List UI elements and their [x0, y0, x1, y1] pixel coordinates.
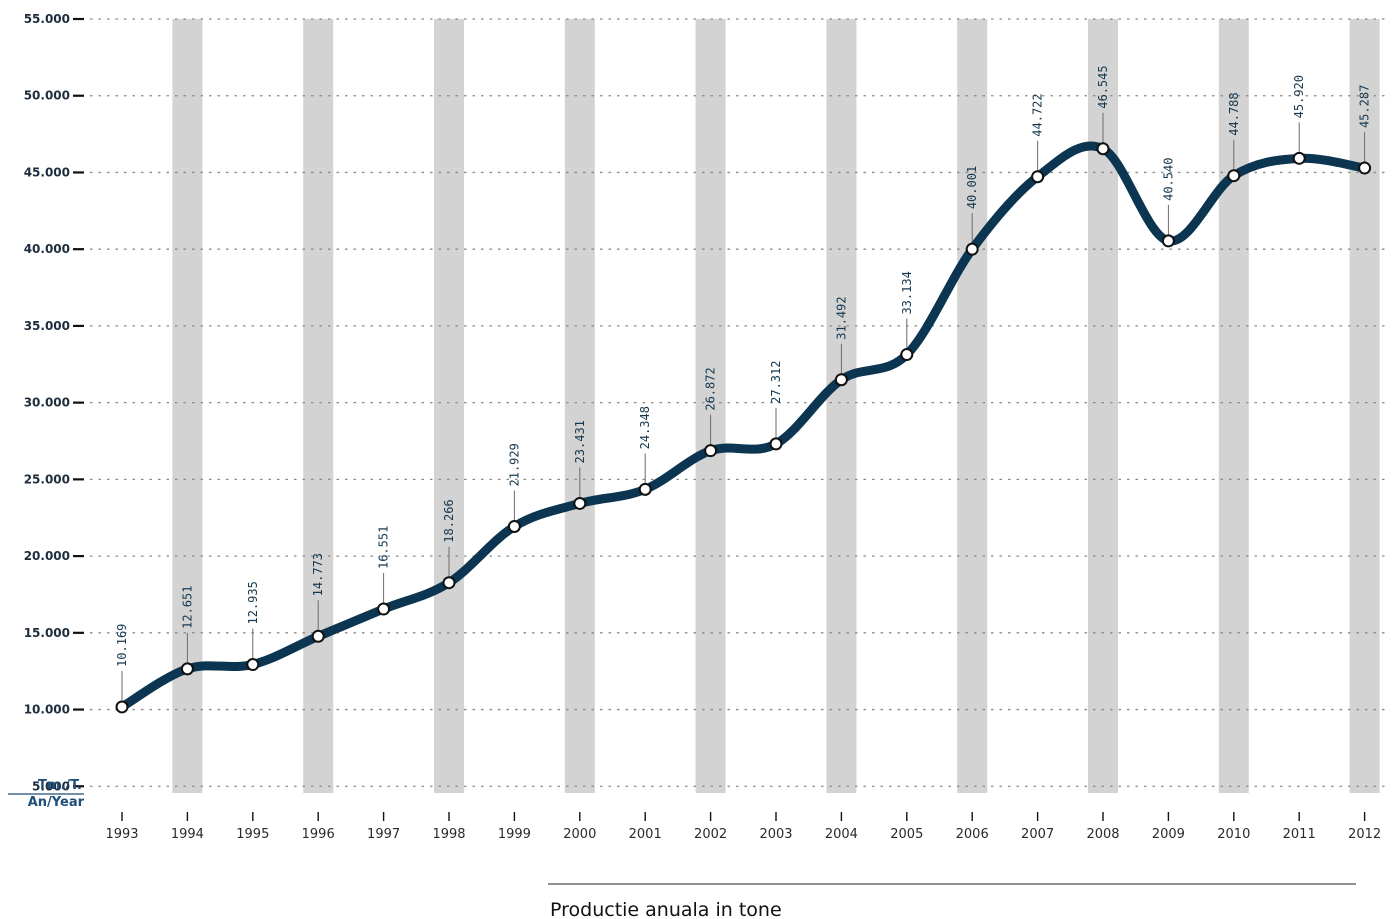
unit-denominator-bold: An — [28, 795, 47, 810]
data-label-2002: 26.872 — [704, 367, 718, 410]
y-tick-label: 30.000 — [24, 396, 70, 410]
data-point-1996 — [311, 629, 325, 643]
data-label-2005: 33.134 — [900, 271, 914, 314]
data-point-2005 — [900, 348, 914, 362]
stripe-1996 — [303, 19, 334, 793]
gridlines — [90, 18, 1385, 787]
y-axis: 5.000 10.000 15.000 20.000 25.000 30.000 35.00… — [24, 12, 84, 793]
data-label-1994: 12.651 — [180, 586, 194, 629]
data-label-2003: 27.312 — [769, 361, 783, 404]
x-tick-label: 2005 — [890, 827, 923, 842]
data-label-2004: 31.492 — [834, 296, 848, 339]
data-point-2009 — [1161, 234, 1175, 248]
year-stripes — [172, 19, 1380, 793]
x-tick-label: 2007 — [1021, 827, 1054, 842]
y-tick-label: 40.000 — [24, 242, 70, 256]
x-tick-label: 2008 — [1086, 827, 1119, 842]
x-tick-label: 1999 — [498, 827, 531, 842]
x-tick-label: 2004 — [825, 827, 858, 842]
data-point-2007 — [1031, 170, 1045, 184]
data-label-2012: 45.287 — [1358, 85, 1372, 128]
data-label-2010: 44.788 — [1227, 92, 1241, 135]
x-tick-label: 1995 — [236, 827, 269, 842]
data-markers — [115, 142, 1372, 714]
x-tick-label: 2006 — [956, 827, 989, 842]
stripe-2006 — [957, 19, 988, 793]
y-tick-label: 20.000 — [24, 549, 70, 563]
data-label-2007: 44.722 — [1031, 93, 1045, 136]
data-point-2001 — [638, 482, 652, 496]
data-label-1996: 14.773 — [311, 553, 325, 596]
x-tick-label: 2009 — [1152, 827, 1185, 842]
x-tick-label: 2002 — [694, 827, 727, 842]
data-point-1993 — [115, 700, 129, 714]
stripe-1998 — [434, 19, 464, 793]
x-tick-label: 2012 — [1348, 827, 1381, 842]
x-tick-label: 1997 — [367, 827, 400, 842]
data-label-2008: 46.545 — [1096, 65, 1110, 108]
data-point-2002 — [704, 444, 718, 458]
data-point-2000 — [573, 496, 587, 510]
y-tick-label: 55.000 — [24, 12, 70, 26]
x-tick-label: 1994 — [171, 827, 204, 842]
x-axis: 1993 1994 1995 1996 1997 1998 1999 2000 2001 2002… — [105, 812, 1381, 842]
data-point-2010 — [1227, 169, 1241, 183]
x-tick-label: 2011 — [1283, 827, 1316, 842]
x-tick-label: 1998 — [432, 827, 465, 842]
y-tick-label: 50.000 — [24, 89, 70, 103]
svg-text:An/Year: An/Year — [28, 795, 85, 810]
data-label-1998: 18.266 — [442, 499, 456, 542]
y-tick-label: 25.000 — [24, 472, 70, 486]
data-label-2001: 24.348 — [638, 406, 652, 449]
data-point-2006 — [965, 242, 979, 256]
x-tick-label: 2000 — [563, 827, 596, 842]
stripe-2004 — [826, 19, 857, 793]
x-tick-label: 2001 — [629, 827, 662, 842]
data-point-1994 — [180, 662, 194, 676]
data-label-1993: 10.169 — [115, 624, 129, 667]
data-labels: 10.169 12.651 12.935 14.773 16.551 18.266 21.9… — [115, 65, 1372, 667]
data-label-2009: 40.540 — [1161, 158, 1175, 201]
data-point-1997 — [377, 602, 391, 616]
data-point-2008 — [1096, 142, 1110, 156]
unit-denominator-rest: /Year — [47, 795, 85, 810]
data-point-1999 — [507, 519, 521, 533]
data-label-1995: 12.935 — [246, 581, 260, 624]
data-point-1995 — [246, 658, 260, 672]
data-label-1999: 21.929 — [507, 443, 521, 486]
data-point-1998 — [442, 576, 456, 590]
unit-label: Tm./T. An/Year — [8, 778, 85, 810]
data-point-2011 — [1292, 151, 1306, 165]
data-point-2004 — [834, 373, 848, 387]
x-tick-label: 1996 — [302, 827, 335, 842]
x-tick-label: 1993 — [105, 827, 138, 842]
svg-text:Tm./T.: Tm./T. — [38, 778, 82, 793]
x-tick-label: 2003 — [759, 827, 792, 842]
y-tick-label: 15.000 — [24, 626, 70, 640]
stripe-2000 — [564, 19, 595, 793]
y-tick-label: 5.000 — [32, 779, 70, 793]
data-label-2006: 40.001 — [965, 166, 979, 209]
unit-numerator-bold: Tm. — [38, 778, 65, 793]
stripe-2002 — [695, 19, 726, 793]
data-label-2000: 23.431 — [573, 420, 587, 463]
y-tick-label: 45.000 — [24, 165, 70, 179]
y-tick-label: 10.000 — [24, 703, 70, 717]
data-point-2012 — [1358, 161, 1372, 175]
y-tick-label: 35.000 — [24, 319, 70, 333]
data-label-1997: 16.551 — [377, 526, 391, 569]
unit-numerator-rest: /T. — [65, 778, 82, 793]
data-label-2011: 45.920 — [1292, 75, 1306, 118]
x-tick-label: 2010 — [1217, 827, 1250, 842]
data-point-2003 — [769, 437, 783, 451]
chart-title: Productie anuala in tone — [550, 899, 782, 919]
